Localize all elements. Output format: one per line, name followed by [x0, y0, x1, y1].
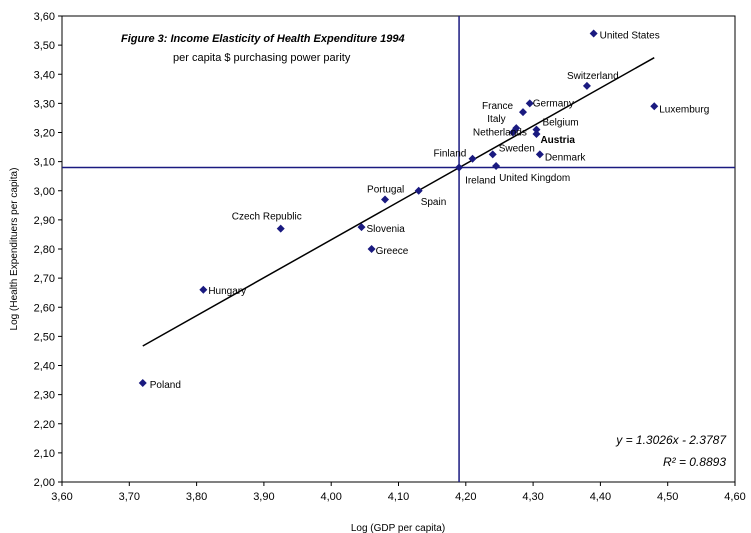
x-axis-ticks: 3,60 3,70 3,80 3,90 4,00 4,10 4,20 4,30 4,40 4,50… — [51, 482, 746, 503]
y-tick-label: 3,20 — [34, 128, 55, 140]
y-tick-label: 2,30 — [34, 390, 55, 402]
y-tick-label: 3,00 — [34, 186, 55, 198]
data-point-marker — [492, 161, 501, 170]
data-point-label: Sweden — [499, 143, 535, 154]
data-point-marker — [582, 81, 591, 90]
x-tick-label: 4,20 — [455, 491, 476, 503]
data-point-label: Hungary — [208, 286, 246, 297]
y-tick-label: 2,50 — [34, 331, 55, 343]
x-tick-label: 3,80 — [186, 491, 207, 503]
x-tick-label: 4,60 — [724, 491, 745, 503]
data-point-label: United States — [600, 30, 660, 41]
x-tick-label: 3,70 — [119, 491, 140, 503]
data-point-marker — [535, 150, 544, 159]
data-point-label: Czech Republic — [232, 212, 302, 223]
data-point-marker — [532, 129, 541, 138]
data-point-marker — [367, 245, 376, 253]
data-point-label: Belgium — [542, 118, 578, 129]
data-point-marker — [414, 186, 423, 195]
x-tick-label: 4,50 — [657, 491, 678, 503]
y-tick-label: 2,90 — [34, 215, 55, 227]
y-tick-label: 3,30 — [34, 98, 55, 110]
y-tick-label: 3,10 — [34, 157, 55, 169]
x-tick-label: 4,10 — [388, 491, 409, 503]
y-tick-label: 2,40 — [34, 361, 55, 373]
data-point-label: Ireland — [465, 175, 496, 186]
x-tick-label: 3,60 — [51, 491, 72, 503]
data-point-marker — [525, 99, 534, 108]
y-tick-label: 2,60 — [34, 302, 55, 314]
x-tick-label: 4,40 — [590, 491, 611, 503]
data-point-label: Spain — [421, 197, 447, 208]
trendline — [142, 57, 655, 347]
y-axis-ticks: 2,00 2,10 2,20 2,30 2,40 2,50 2,60 2,70 2,80 2,90… — [34, 11, 62, 489]
data-point-marker — [199, 285, 208, 294]
data-point-label: Italy — [487, 114, 505, 125]
y-tick-label: 3,60 — [34, 11, 55, 23]
data-point-marker — [650, 102, 659, 111]
crosshair-lines — [62, 16, 735, 482]
trendline-equation: y = 1.3026x - 2.3787 — [615, 433, 727, 447]
data-point-label: France — [482, 101, 514, 112]
y-tick-label: 2,10 — [34, 448, 55, 460]
data-point-marker — [357, 223, 366, 232]
chart-subtitle: per capita $ purchasing power parity — [173, 52, 351, 64]
data-point-label: Slovenia — [366, 224, 405, 235]
data-point-marker — [468, 154, 477, 163]
data-point-label: Portugal — [367, 184, 404, 195]
y-tick-label: 2,00 — [34, 477, 55, 489]
data-point-label: United Kingdom — [499, 173, 570, 184]
data-point-marker — [381, 195, 390, 204]
x-axis-title: Log (GDP per capita) — [351, 523, 445, 533]
x-tick-label: 4,00 — [320, 491, 341, 503]
y-tick-label: 2,80 — [34, 244, 55, 256]
data-point-label: Denmark — [545, 152, 587, 163]
data-point-label: Luxemburg — [659, 104, 709, 115]
data-point-marker — [519, 108, 528, 117]
y-tick-label: 3,50 — [34, 40, 55, 52]
y-axis-title: Log (Health Expendituers per capita) — [9, 168, 20, 331]
y-tick-label: 3,40 — [34, 69, 55, 81]
y-tick-label: 2,70 — [34, 273, 55, 285]
data-point-label: Finland — [434, 149, 467, 160]
data-point-label: Poland — [150, 380, 181, 391]
data-point-marker — [488, 150, 497, 159]
data-point-marker — [455, 163, 464, 172]
data-point-label: Greece — [376, 246, 409, 257]
data-points: United States Switzerland Luxemburg Germany… — [138, 29, 709, 391]
trendline-group — [142, 57, 655, 347]
data-point-label: Switzerland — [567, 71, 619, 82]
data-point-marker — [589, 29, 598, 38]
x-tick-label: 3,90 — [253, 491, 274, 503]
y-tick-label: 2,20 — [34, 419, 55, 431]
r-squared-label: R² = 0.8893 — [663, 455, 726, 469]
data-point-marker — [508, 128, 517, 137]
data-point-label: Netherlands — [473, 128, 527, 139]
x-tick-label: 4,30 — [522, 491, 543, 503]
chart-title: Figure 3: Income Elasticity of Health Ex… — [121, 33, 405, 45]
data-point-marker — [276, 224, 285, 233]
data-point-marker — [532, 125, 541, 134]
data-point-label: Germany — [533, 98, 574, 109]
data-point-label: Austria — [540, 135, 575, 146]
data-point-marker — [138, 378, 147, 387]
